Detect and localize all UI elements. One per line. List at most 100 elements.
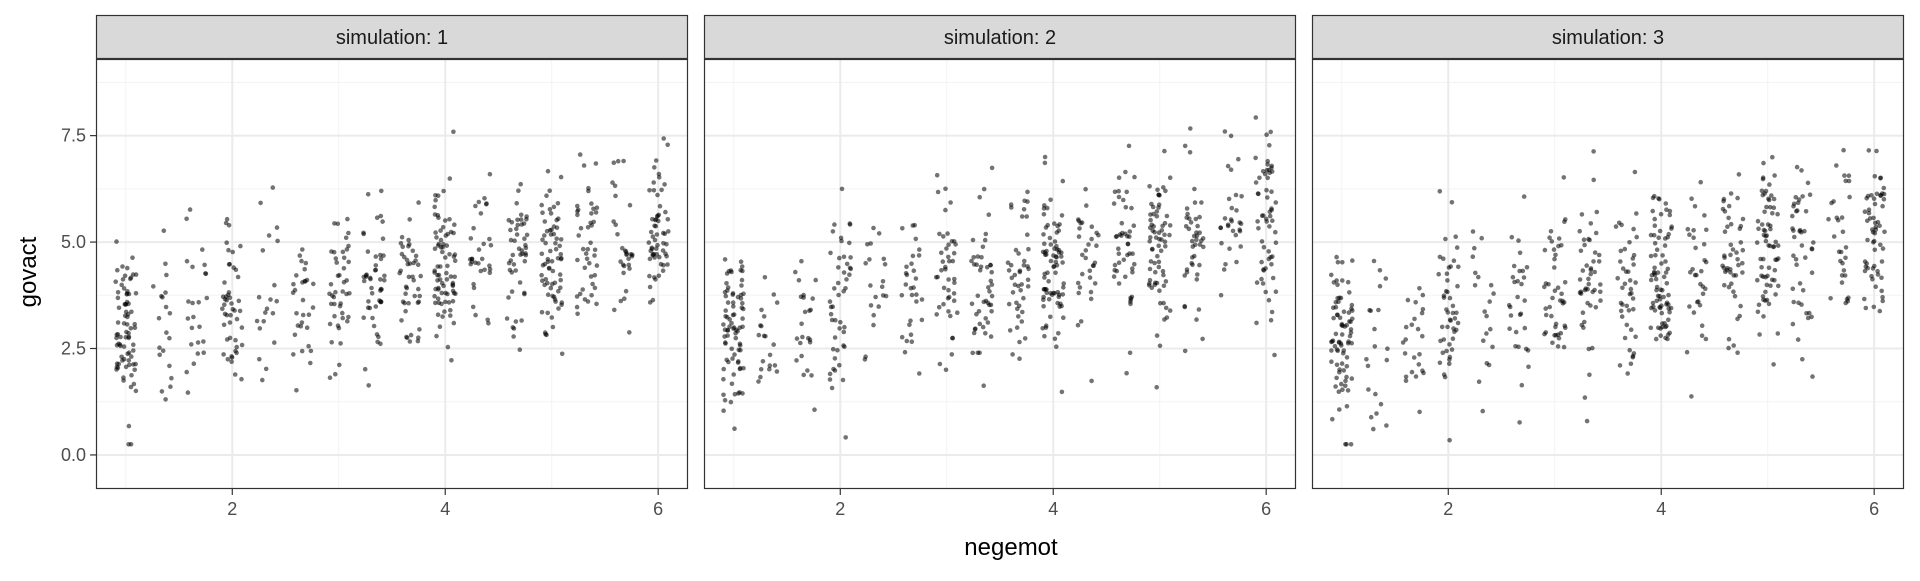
scatter-point <box>540 210 545 215</box>
scatter-point <box>721 376 726 382</box>
scatter-point <box>1560 298 1565 304</box>
scatter-point <box>222 280 227 285</box>
scatter-point <box>1596 259 1602 264</box>
scatter-point <box>739 264 745 269</box>
scatter-point <box>1510 274 1516 280</box>
scatter-point <box>550 293 555 299</box>
scatter-point <box>1455 283 1460 289</box>
scatter-point <box>842 344 847 350</box>
scatter-point <box>724 271 730 276</box>
scatter-point <box>452 258 458 264</box>
scatter-point <box>1880 294 1885 300</box>
scatter-point <box>611 160 617 165</box>
scatter-point <box>1656 196 1661 201</box>
scatter-point <box>1847 194 1852 200</box>
scatter-point <box>201 350 206 356</box>
scatter-point <box>547 227 553 233</box>
scatter-point <box>272 340 277 345</box>
scatter-point <box>239 342 245 348</box>
scatter-point <box>486 321 491 326</box>
x-tick-label: 4 <box>1048 499 1058 519</box>
scatter-point <box>943 367 949 373</box>
scatter-point <box>948 200 953 205</box>
scatter-point <box>1664 281 1670 286</box>
scatter-point <box>934 172 940 178</box>
scatter-point <box>1870 276 1875 282</box>
scatter-point <box>1843 245 1849 250</box>
scatter-point <box>615 158 621 164</box>
scatter-point <box>1770 211 1775 216</box>
scatter-point <box>1772 267 1778 273</box>
scatter-point <box>1373 391 1378 397</box>
panel-background <box>704 59 1296 489</box>
scatter-point <box>362 366 368 372</box>
scatter-point <box>1188 126 1193 131</box>
scatter-point <box>577 291 583 297</box>
scatter-point <box>650 297 656 303</box>
scatter-point <box>1329 272 1334 278</box>
scatter-point <box>1692 204 1698 209</box>
scatter-point <box>739 277 745 283</box>
panel-border <box>1311 58 1905 490</box>
scatter-point <box>451 320 457 326</box>
scatter-point <box>575 311 580 317</box>
scatter-point <box>613 193 618 199</box>
scatter-point <box>1666 306 1671 311</box>
scatter-point <box>559 351 565 357</box>
scatter-point <box>548 285 554 291</box>
scatter-point <box>983 316 988 321</box>
scatter-point <box>937 231 942 237</box>
scatter-point <box>813 277 818 283</box>
scatter-point <box>1157 343 1163 349</box>
scatter-point <box>308 360 313 366</box>
scatter-point <box>1790 226 1795 231</box>
scatter-point <box>115 267 120 273</box>
scatter-point <box>338 341 343 346</box>
scatter-point <box>481 241 487 247</box>
scatter-point <box>763 334 768 339</box>
scatter-point <box>985 320 991 325</box>
scatter-point <box>1652 216 1657 222</box>
scatter-point <box>1329 348 1334 353</box>
scatter-point <box>1384 357 1390 363</box>
scatter-point <box>908 332 914 338</box>
scatter-point <box>373 304 379 309</box>
scatter-point <box>1519 281 1524 287</box>
scatter-point <box>1631 226 1636 232</box>
scatter-point <box>132 325 138 331</box>
scatter-point <box>1446 265 1452 270</box>
scatter-point <box>1731 273 1736 278</box>
scatter-point <box>1186 226 1192 232</box>
scatter-point <box>1684 349 1690 355</box>
scatter-point <box>1740 247 1746 253</box>
scatter-point <box>1768 283 1773 289</box>
scatter-point <box>1013 247 1019 253</box>
scatter-point <box>947 258 952 264</box>
scatter-point <box>238 243 243 249</box>
scatter-point <box>504 316 510 321</box>
scatter-point <box>1163 244 1168 249</box>
scatter-point <box>1561 344 1567 350</box>
scatter-point <box>1372 326 1377 332</box>
scatter-point <box>1061 285 1066 290</box>
panel-background <box>1312 59 1904 489</box>
scatter-point <box>1880 246 1886 251</box>
panel-border <box>703 58 1297 490</box>
scatter-point <box>1022 336 1028 341</box>
scatter-point <box>1592 269 1597 275</box>
scatter-point <box>450 280 456 286</box>
scatter-point <box>336 325 342 331</box>
scatter-point <box>1582 287 1588 293</box>
scatter-point <box>448 274 454 279</box>
scatter-point <box>881 256 887 262</box>
scatter-point <box>1484 361 1490 366</box>
scatter-point <box>169 375 174 381</box>
scatter-point <box>1766 197 1772 203</box>
scatter-point <box>1331 305 1336 311</box>
scatter-point <box>1182 348 1188 354</box>
scatter-point <box>123 302 128 307</box>
scatter-point <box>226 223 232 228</box>
scatter-point <box>1795 337 1801 342</box>
scatter-point <box>1156 192 1161 197</box>
scatter-point <box>871 225 876 231</box>
